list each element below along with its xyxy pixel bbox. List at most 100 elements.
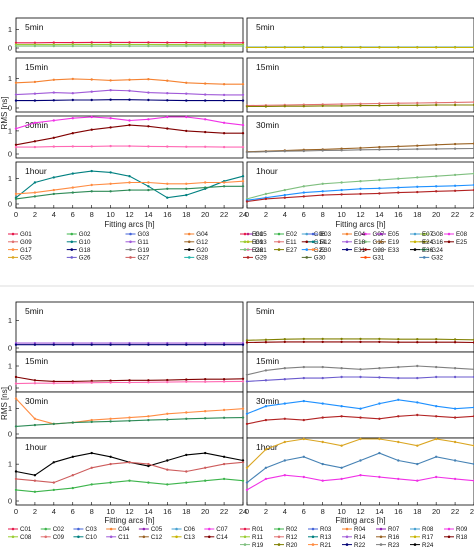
legend-label: E27: [286, 247, 298, 254]
legend-label: G16: [431, 239, 443, 246]
data-point: [453, 101, 457, 104]
legend-marker: [345, 240, 349, 244]
x-tick-label: 0: [245, 210, 249, 219]
data-point: [416, 147, 419, 151]
data-point: [416, 444, 419, 447]
data-point: [241, 377, 245, 380]
data-point: [453, 407, 457, 410]
data-point: [185, 470, 188, 473]
x-tick-label: 8: [90, 507, 94, 516]
data-point: [241, 83, 245, 86]
data-point: [321, 440, 324, 444]
data-point: [435, 175, 438, 178]
data-point: [245, 105, 249, 108]
panel-15min: 15min: [245, 351, 474, 393]
legend-marker: [109, 527, 113, 531]
data-point: [340, 193, 343, 196]
data-point: [109, 44, 112, 48]
data-point: [109, 381, 112, 384]
panel-30min: 30min 0 1: [8, 115, 245, 159]
legend-label: G19: [138, 247, 150, 254]
data-point: [109, 41, 112, 44]
data-point: [147, 381, 150, 384]
data-point: [245, 339, 249, 342]
legend-marker: [305, 256, 309, 259]
data-point: [453, 477, 457, 481]
legend-marker: [77, 527, 80, 531]
data-point: [128, 43, 131, 46]
panel-frame: [15, 391, 244, 439]
x-tick-label: 12: [125, 210, 133, 219]
data-point: [52, 188, 55, 192]
data-point: [90, 466, 93, 469]
data-point: [340, 405, 343, 408]
data-point: [33, 181, 37, 184]
data-point: [52, 44, 55, 48]
data-point: [222, 99, 226, 102]
panel-1hour: 1hour: [245, 161, 474, 209]
data-point: [359, 407, 362, 410]
data-point: [14, 81, 18, 85]
data-point: [359, 337, 362, 341]
legend-label: G04: [196, 231, 208, 238]
data-point: [241, 461, 245, 464]
panel-frame: [246, 161, 474, 209]
data-point: [71, 145, 75, 148]
panel-1hour: 1hour 0 1: [8, 161, 245, 209]
data-point: [90, 343, 93, 346]
data-point: [283, 417, 286, 420]
data-point: [378, 192, 381, 195]
data-point: [147, 98, 150, 102]
legend-label: E12: [320, 239, 332, 246]
data-point: [264, 197, 268, 201]
legend-label: G22: [314, 247, 326, 254]
panel-frame: [246, 437, 474, 506]
legend-label: R08: [422, 526, 434, 533]
legend-marker: [422, 256, 426, 259]
data-point: [109, 379, 112, 382]
data-point: [245, 46, 249, 49]
data-point: [185, 81, 188, 85]
data-point: [52, 192, 55, 196]
data-point: [283, 402, 286, 405]
legend-label: G27: [138, 255, 150, 262]
data-point: [378, 102, 381, 105]
data-point: [241, 132, 245, 135]
x-tick-label: 0: [14, 507, 18, 516]
data-point: [128, 123, 131, 127]
legend-label: E04: [354, 231, 366, 238]
panel-label: 30min: [25, 120, 48, 130]
data-point: [166, 187, 169, 190]
data-point: [166, 182, 169, 185]
x-tick-label: 18: [413, 210, 421, 219]
data-point: [128, 379, 131, 382]
legend-label: G13: [255, 239, 267, 246]
data-point: [397, 102, 400, 105]
data-point: [340, 466, 343, 469]
data-point: [241, 185, 245, 188]
legend-label: R22: [354, 542, 366, 549]
data-point: [416, 104, 419, 107]
legend-label: R21: [320, 542, 332, 549]
data-point: [166, 145, 169, 148]
data-point: [204, 378, 207, 381]
panel-15min: 15min 0 1: [8, 57, 245, 113]
data-point: [204, 343, 207, 346]
data-point: [128, 119, 131, 122]
data-point: [283, 367, 286, 370]
data-point: [302, 46, 305, 49]
data-point: [321, 402, 324, 405]
x-axis-label: Fitting arcs [h]: [104, 220, 154, 229]
legend-marker: [175, 527, 178, 531]
data-point: [378, 475, 381, 479]
legend-label: G03: [138, 231, 150, 238]
data-point: [397, 191, 400, 194]
legend-marker: [11, 527, 15, 531]
data-point: [14, 425, 18, 428]
data-point: [283, 196, 286, 199]
legend-marker: [243, 543, 247, 546]
legend-marker: [70, 256, 74, 259]
